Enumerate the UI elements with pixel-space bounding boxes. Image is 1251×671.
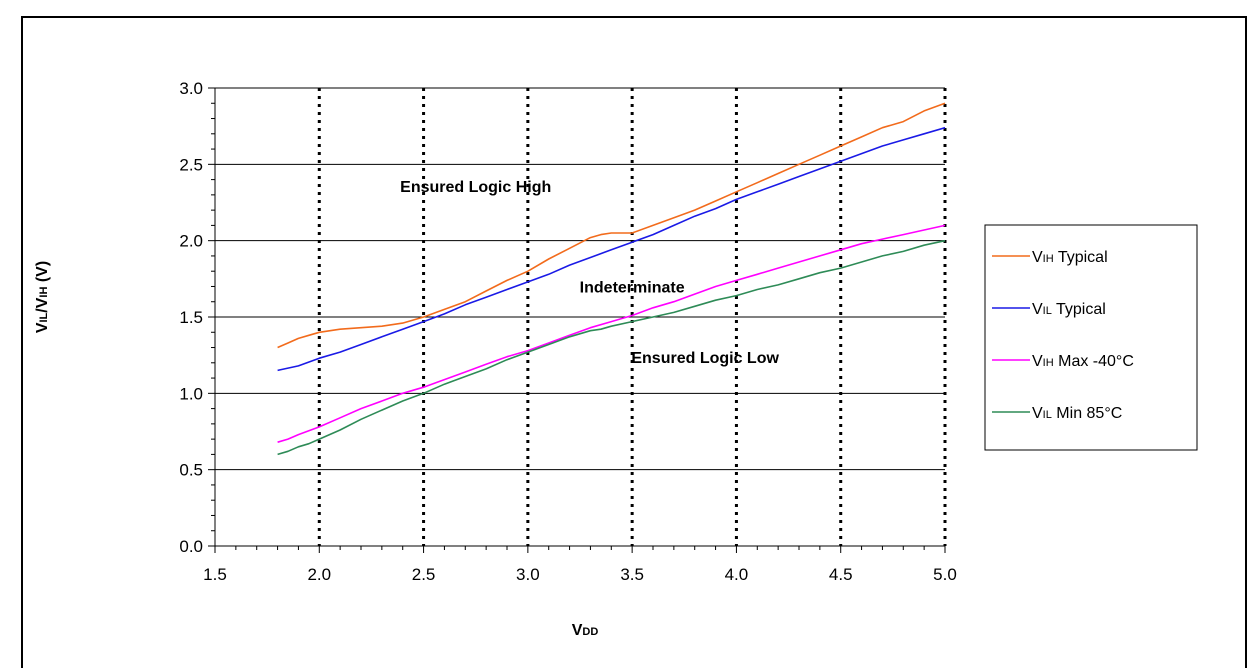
x-axis-title: VDD bbox=[572, 622, 599, 639]
y-tick-label: 0.0 bbox=[179, 537, 203, 556]
x-tick-label: 1.5 bbox=[203, 565, 227, 584]
y-tick-label: 2.5 bbox=[179, 155, 203, 174]
axes: 0.0 0.5 1.0 1.5 2.0 2.5 3.0 1.5 2.0 2.5 3.0 3.5 4.0 4… bbox=[34, 79, 957, 639]
legend-label: VIL Min 85°C bbox=[1032, 405, 1122, 422]
chart-frame bbox=[21, 16, 1247, 668]
annotations: Ensured Logic High Indeterminate Ensured L… bbox=[400, 179, 779, 367]
x-tick-label: 3.5 bbox=[620, 565, 644, 584]
y-tick-label: 1.5 bbox=[179, 308, 203, 327]
x-tick-label: 3.0 bbox=[516, 565, 540, 584]
annotation-label: Ensured Logic Low bbox=[631, 350, 779, 367]
y-tick-label: 2.0 bbox=[179, 232, 203, 251]
legend-label: VIL Typical bbox=[1032, 301, 1106, 318]
series-line-3 bbox=[277, 224, 946, 443]
y-tick-label: 3.0 bbox=[179, 79, 203, 98]
x-tick-label: 5.0 bbox=[933, 565, 957, 584]
x-tick-label: 4.5 bbox=[829, 565, 853, 584]
grid bbox=[215, 87, 947, 546]
series-line-1 bbox=[277, 102, 946, 349]
legend: VIH Typical VIL Typical VIH Max -40°C VIL M… bbox=[984, 224, 1198, 451]
annotation-label: Indeterminate bbox=[580, 280, 685, 297]
series-line-4 bbox=[277, 239, 946, 456]
legend-label: VIH Typical bbox=[1032, 249, 1108, 266]
x-tick-label: 2.5 bbox=[412, 565, 436, 584]
x-tick-label: 4.0 bbox=[725, 565, 749, 584]
y-axis-title: VIL/VIH (V) bbox=[34, 261, 51, 333]
y-tick-label: 0.5 bbox=[179, 461, 203, 480]
legend-label: VIH Max -40°C bbox=[1032, 353, 1134, 370]
annotation-label: Ensured Logic High bbox=[400, 179, 551, 196]
series-lines bbox=[277, 102, 946, 456]
x-tick-label: 2.0 bbox=[307, 565, 331, 584]
y-tick-label: 1.0 bbox=[179, 384, 203, 403]
series-line-2 bbox=[277, 126, 946, 372]
